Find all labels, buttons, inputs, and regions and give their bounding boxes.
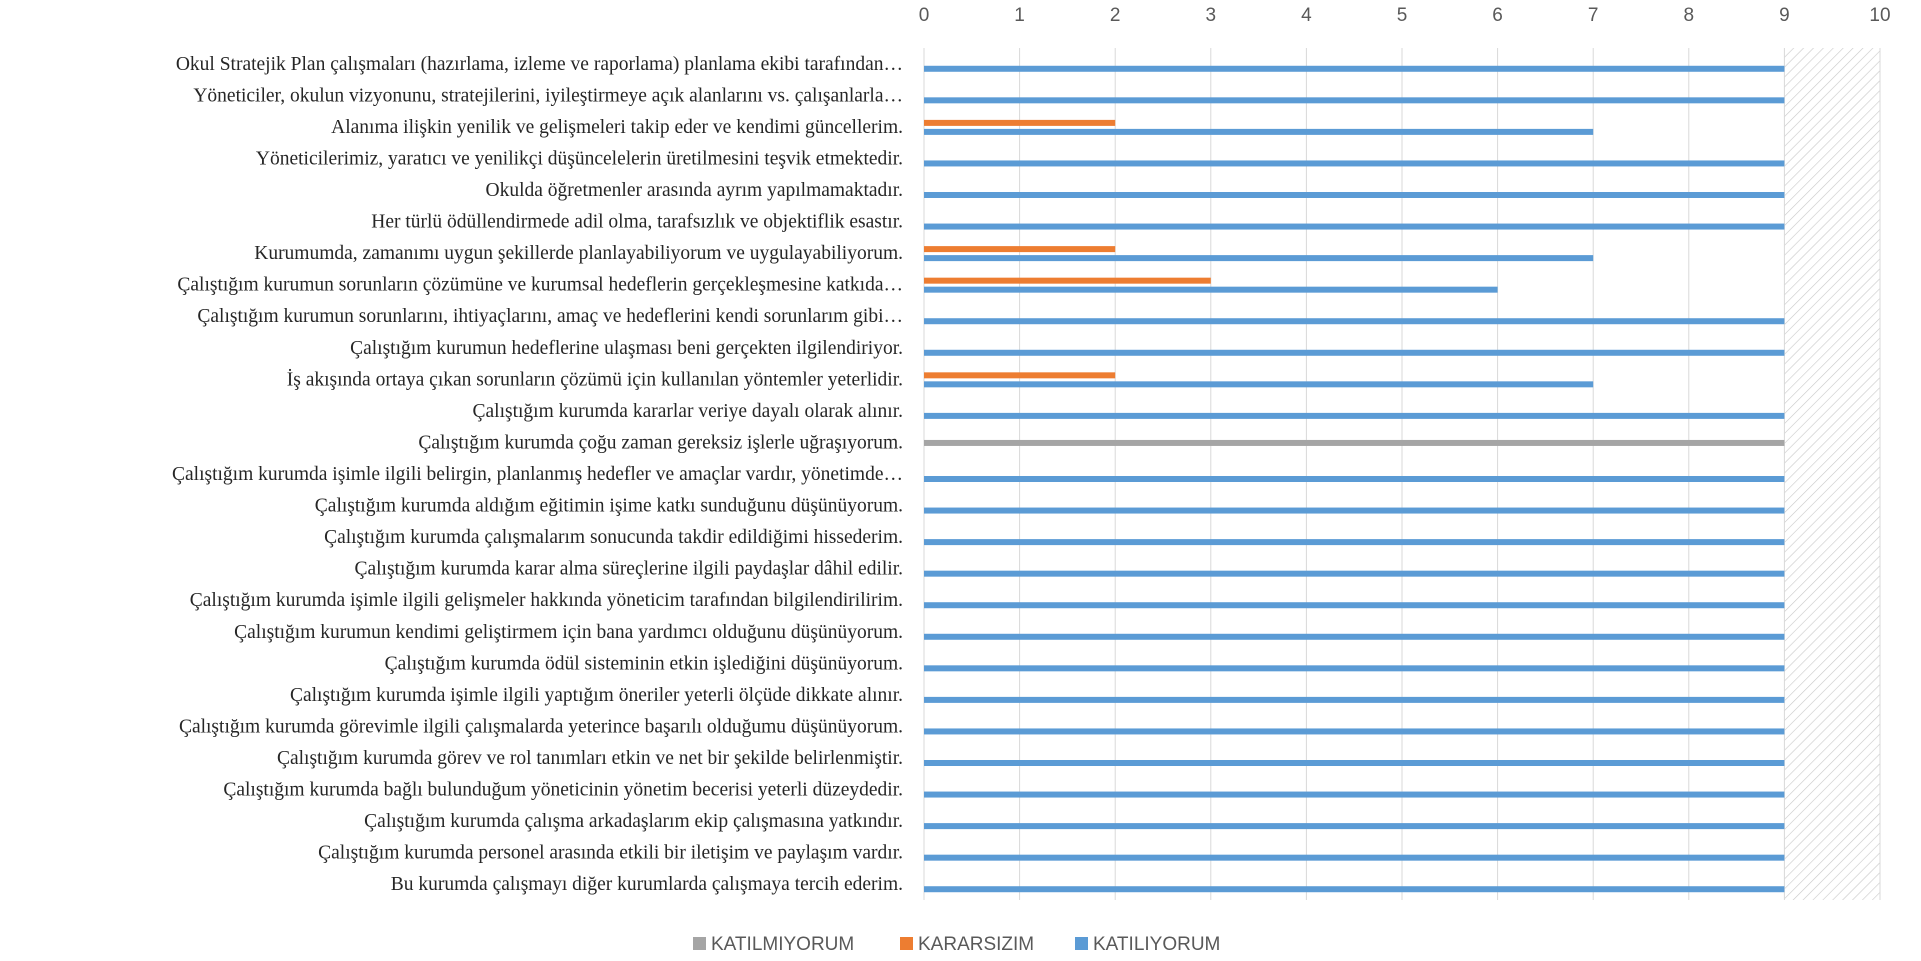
bar-katiliyorum (924, 381, 1594, 388)
bar-katiliyorum (924, 602, 1785, 609)
bar-katiliyorum (924, 823, 1785, 830)
category-label: Yöneticilerimiz, yaratıcı ve yenilikçi d… (256, 148, 903, 169)
bar-kararsizim (924, 246, 1116, 253)
x-tick-label: 1 (1014, 5, 1025, 26)
legend-label: KARARSIZIM (918, 934, 1034, 955)
bar-katilmiyorum (924, 439, 1785, 446)
category-label: Çalıştığım kurumda işimle ilgili gelişme… (190, 590, 903, 611)
legend-swatch (900, 937, 913, 950)
category-label: Her türlü ödüllendirmede adil olma, tara… (371, 212, 903, 233)
category-label: Çalıştığım kurumun kendimi geliştirmem i… (234, 622, 903, 643)
bar-katiliyorum (924, 633, 1785, 640)
bar-kararsizim (924, 119, 1116, 126)
category-label: Yöneticiler, okulun vizyonunu, stratejil… (193, 85, 903, 106)
bar-katiliyorum (924, 223, 1785, 230)
x-tick-label: 7 (1588, 5, 1599, 26)
x-tick-label: 5 (1397, 5, 1408, 26)
bar-katiliyorum (924, 97, 1785, 104)
bar-katiliyorum (924, 160, 1785, 167)
x-tick-label: 10 (1869, 5, 1890, 26)
x-tick-label: 4 (1301, 5, 1312, 26)
bar-katiliyorum (924, 476, 1785, 482)
category-label: Çalıştığım kurumda görevimle ilgili çalı… (179, 716, 903, 737)
category-label: Kurumumda, zamanımı uygun şekillerde pla… (254, 243, 903, 264)
category-label: Okulda öğretmenler arasında ayrım yapılm… (486, 180, 903, 201)
category-label: Çalıştığım kurumda çalışma arkadaşlarım … (364, 811, 903, 832)
category-label: Okul Stratejik Plan çalışmaları (hazırla… (176, 54, 903, 75)
category-label: Çalıştığım kurumda kararlar veriye dayal… (473, 401, 903, 422)
category-label: Çalıştığım kurumda çalışmalarım sonucund… (324, 527, 903, 548)
bar-katiliyorum (924, 854, 1785, 861)
x-tick-label: 0 (919, 5, 930, 26)
bar-katiliyorum (924, 318, 1785, 325)
x-tick-label: 8 (1684, 5, 1695, 26)
category-label: Çalıştığım kurumda bağlı bulunduğum yöne… (223, 780, 903, 801)
x-tick-label: 6 (1492, 5, 1503, 26)
bar-katiliyorum (924, 570, 1785, 577)
category-label: Çalıştığım kurumun hedeflerine ulaşması … (350, 338, 903, 359)
legend-label: KATILMIYORUM (711, 934, 854, 955)
x-tick-label: 2 (1110, 5, 1121, 26)
category-label: Çalıştığım kurumun sorunların çözümüne v… (177, 275, 903, 296)
bar-kararsizim (924, 372, 1116, 379)
category-label: Çalıştığım kurumda aldığım eğitimin işim… (315, 496, 903, 517)
bar-katiliyorum (924, 507, 1785, 514)
category-label: Çalıştığım kurumda çoğu zaman gereksiz i… (418, 432, 903, 453)
bar-katiliyorum (924, 255, 1594, 262)
category-label: Çalıştığım kurumda görev ve rol tanımlar… (277, 748, 903, 769)
bar-katiliyorum (924, 728, 1785, 735)
category-label: Bu kurumda çalışmayı diğer kurumlarda ça… (391, 874, 903, 895)
bar-katiliyorum (924, 286, 1498, 293)
category-label: Çalıştığım kurumun sorunlarını, ihtiyaçl… (197, 306, 903, 327)
category-label: Çalıştığım kurumda personel arasında etk… (318, 843, 903, 864)
bar-katiliyorum (924, 665, 1785, 672)
bar-katiliyorum (924, 886, 1785, 893)
bar-katiliyorum (924, 65, 1785, 72)
legend-swatch (1075, 937, 1088, 950)
category-label: Çalıştığım kurumda işimle ilgili yaptığı… (290, 685, 903, 706)
legend-label: KATILIYORUM (1093, 934, 1220, 955)
bar-katiliyorum (924, 696, 1785, 703)
x-tick-label: 3 (1206, 5, 1217, 26)
x-tick-label: 9 (1779, 5, 1790, 26)
category-label: Alanıma ilişkin yenilik ve gelişmeleri t… (331, 117, 903, 138)
category-label: İş akışında ortaya çıkan sorunların çözü… (287, 369, 903, 390)
bar-kararsizim (924, 277, 1211, 284)
bar-katiliyorum (924, 412, 1785, 419)
legend-swatch (693, 937, 706, 950)
category-label: Çalıştığım kurumda karar alma süreçlerin… (354, 559, 903, 580)
bar-katiliyorum (924, 128, 1594, 135)
bar-katiliyorum (924, 349, 1785, 356)
bar-katiliyorum (924, 760, 1785, 766)
category-label: Çalıştığım kurumda işimle ilgili belirgi… (172, 464, 903, 485)
bar-katiliyorum (924, 791, 1785, 798)
category-label: Çalıştığım kurumda ödül sisteminin etkin… (385, 653, 903, 674)
bar-katiliyorum (924, 539, 1785, 546)
hatched-region (1784, 48, 1880, 900)
bar-katiliyorum (924, 192, 1785, 198)
